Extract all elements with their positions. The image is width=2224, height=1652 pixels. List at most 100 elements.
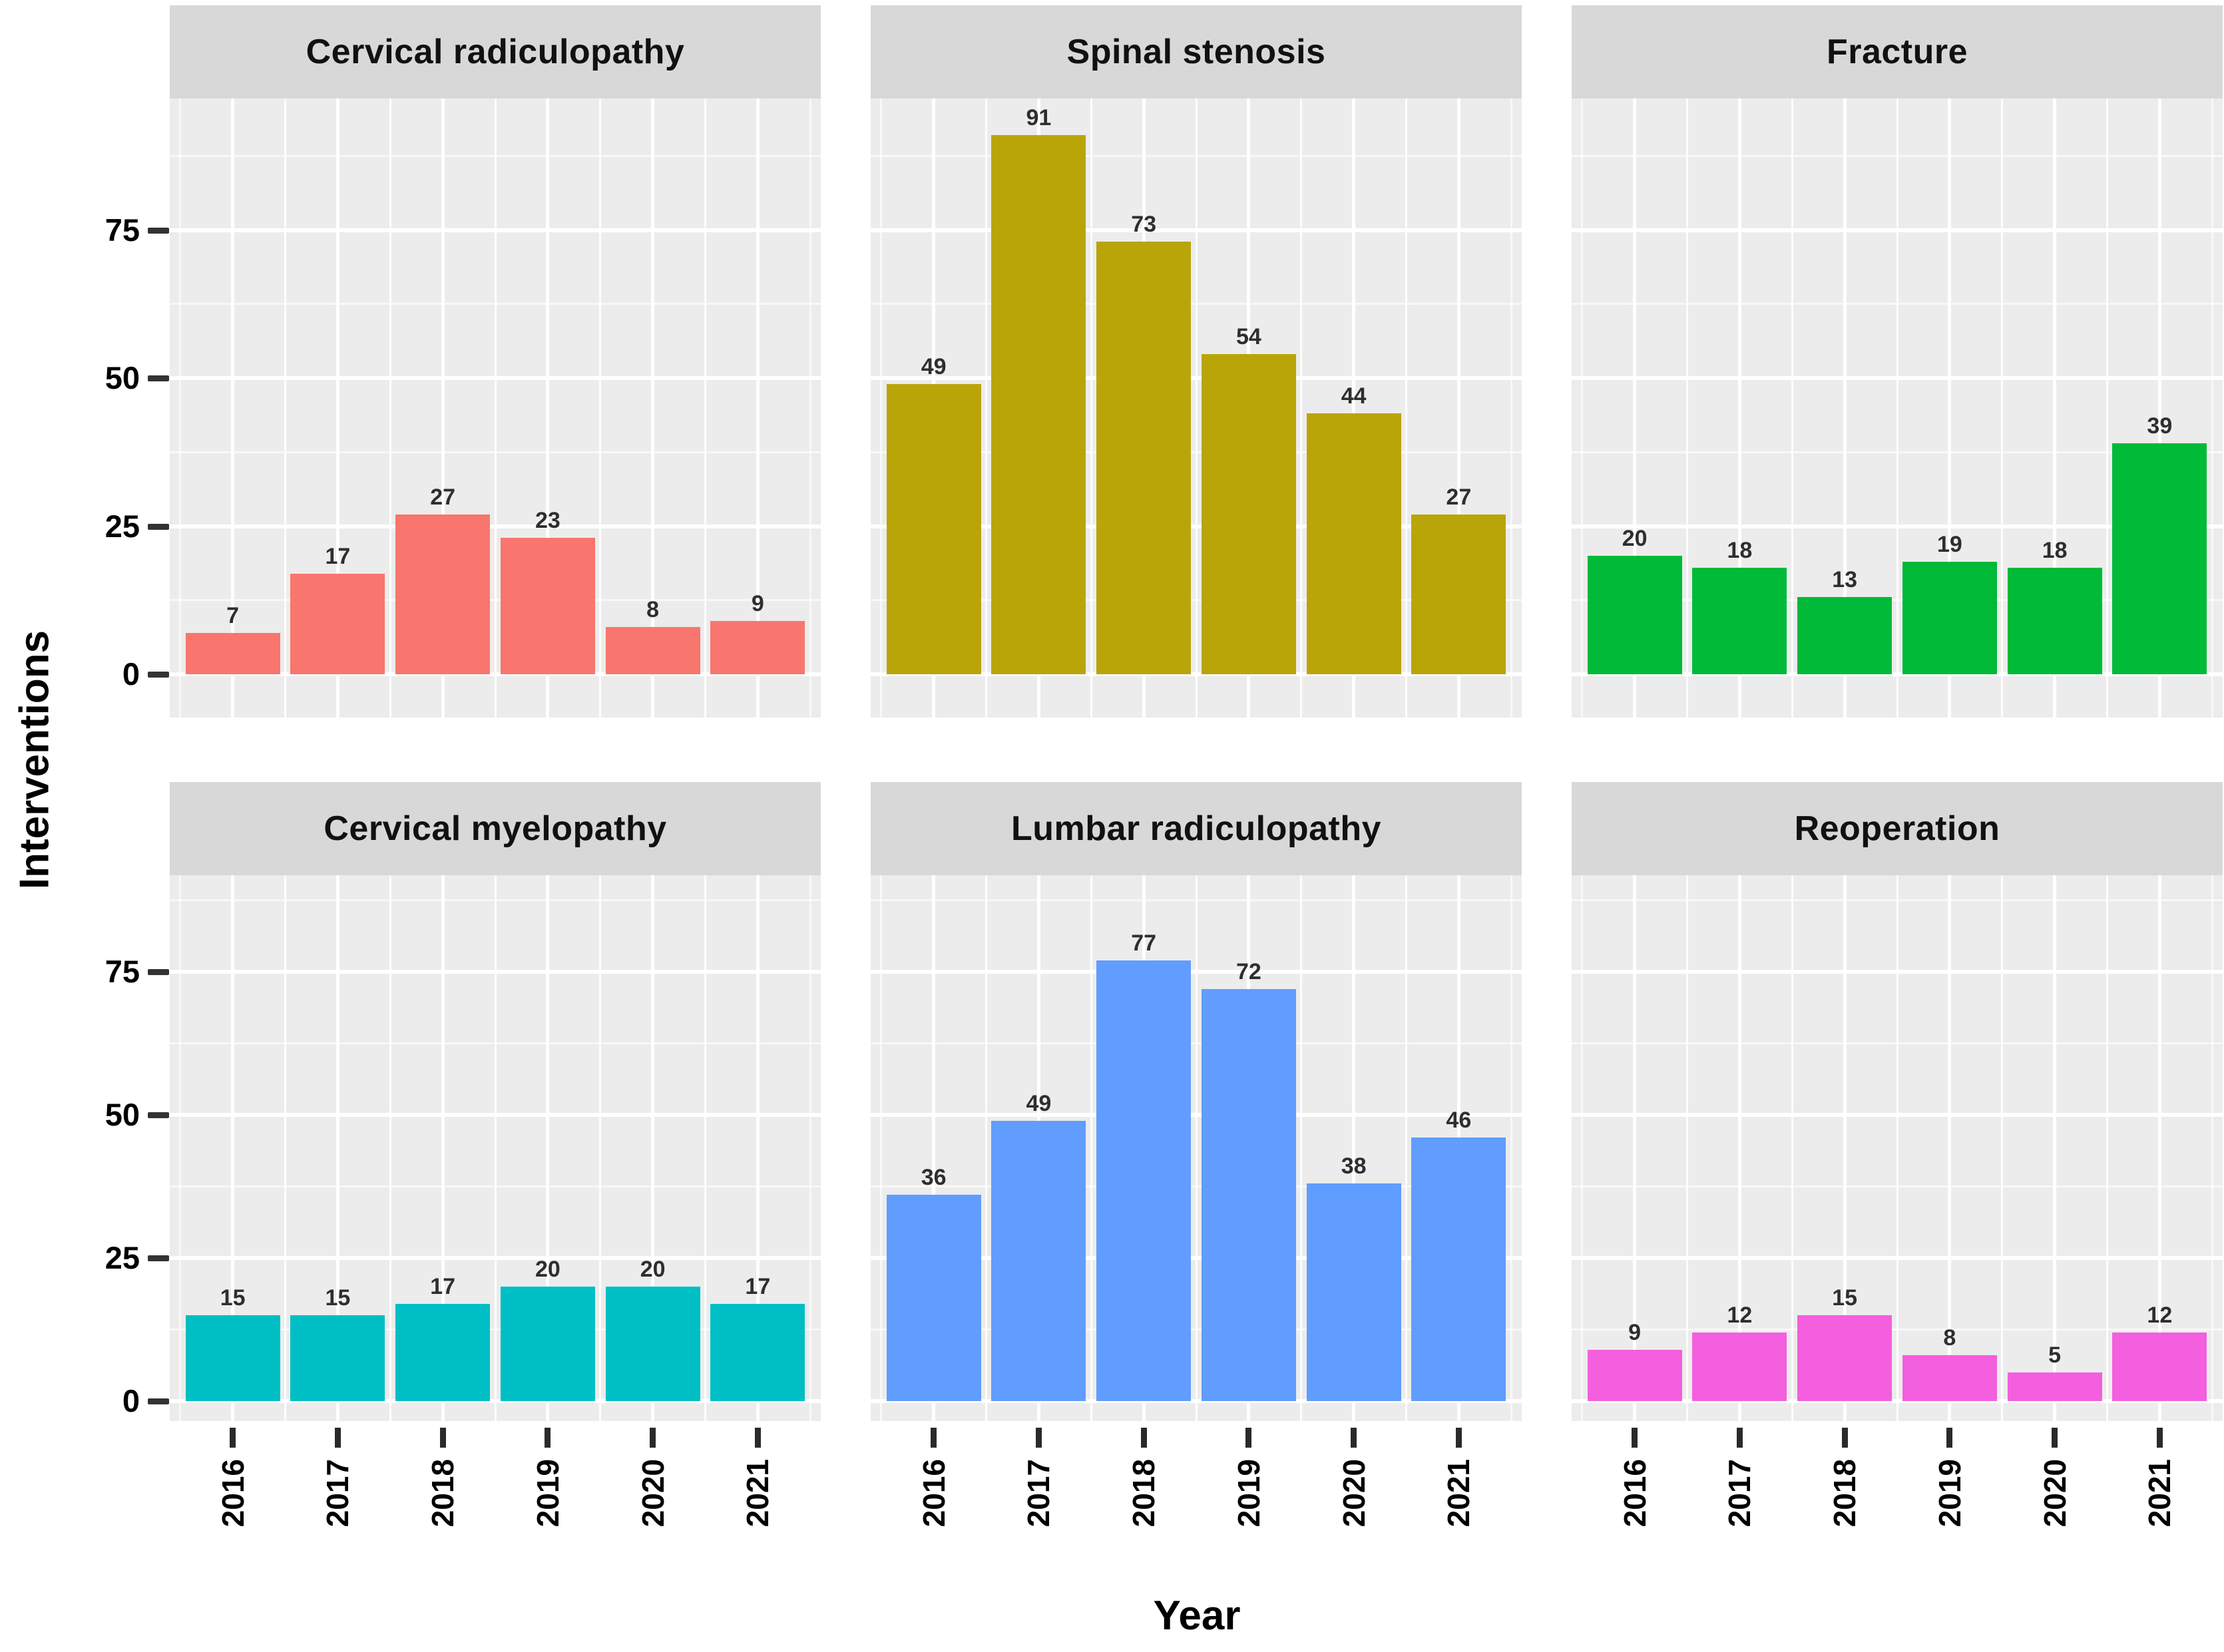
bar-value-label: 9: [751, 590, 764, 616]
x-tick-label-year: 2016: [1617, 1459, 1652, 1528]
gridline-minor-v: [2106, 875, 2108, 1421]
gridline-major-h: [871, 524, 1522, 528]
gridline-minor-h: [1572, 154, 2223, 157]
x-tick-label-year: 2018: [425, 1459, 461, 1528]
bar-value-label: 20: [1622, 526, 1648, 551]
x-tick-label-year: 2018: [1126, 1459, 1162, 1528]
bar: [2007, 567, 2102, 674]
facet-strip: Fracture: [1572, 5, 2223, 99]
bar: [710, 1303, 805, 1401]
bar-value-label: 54: [1235, 324, 1261, 350]
gridline-minor-v: [494, 875, 497, 1421]
bar: [991, 1120, 1086, 1401]
bar-value-label: 27: [430, 484, 456, 510]
bar-value-label: 18: [2042, 537, 2068, 563]
bar-value-label: 12: [2147, 1302, 2173, 1328]
bar-value-label: 44: [1341, 383, 1367, 409]
x-tick-mark: [2156, 1428, 2163, 1448]
bar: [605, 626, 700, 674]
bar: [1096, 242, 1192, 674]
bar-value-label: 8: [1943, 1325, 1956, 1351]
gridline-major-h: [170, 672, 821, 676]
gridline-minor-h: [170, 899, 821, 901]
gridline-minor-v: [1405, 99, 1407, 718]
gridline-minor-v: [880, 99, 883, 718]
gridline-minor-h: [170, 303, 821, 306]
x-tick-label-year: 2020: [635, 1459, 670, 1528]
x-tick-label-year: 2016: [916, 1459, 951, 1528]
bar-value-label: 77: [1131, 930, 1157, 956]
gridline-major-v: [1737, 875, 1741, 1421]
gridline-major-h: [1572, 524, 2223, 528]
gridline-minor-v: [1300, 875, 1303, 1421]
bar-value-label: 9: [1628, 1319, 1642, 1345]
gridline-minor-h: [170, 599, 821, 602]
bar: [1201, 354, 1296, 674]
facet-title: Cervical radiculopathy: [306, 33, 685, 71]
gridline-minor-v: [389, 99, 391, 718]
bar-value-label: 18: [1727, 537, 1753, 563]
y-axis-title: Interventions: [11, 630, 58, 890]
gridline-minor-v: [1405, 875, 1407, 1421]
gridline-minor-v: [179, 875, 182, 1421]
gridline-minor-v: [704, 99, 706, 718]
bar-value-label: 17: [745, 1273, 771, 1299]
y-tick-mark: [148, 969, 169, 975]
bar: [500, 538, 595, 674]
y-tick-mark: [148, 375, 169, 381]
x-tick-label-year: 2019: [530, 1459, 565, 1528]
gridline-major-h: [170, 970, 821, 974]
gridline-minor-h: [871, 1329, 1522, 1331]
gridline-major-h: [170, 1113, 821, 1117]
gridline-minor-v: [599, 875, 602, 1421]
gridline-minor-v: [1300, 99, 1303, 718]
gridline-major-v: [2053, 99, 2057, 718]
y-tick-mark: [148, 1255, 169, 1261]
gridline-minor-h: [871, 303, 1522, 306]
bar: [1201, 988, 1296, 1401]
facet-title: Lumbar radiculopathy: [1010, 809, 1382, 848]
gridline-major-v: [1633, 875, 1637, 1421]
gridline-major-h: [871, 970, 1522, 974]
gridline-major-h: [871, 1399, 1522, 1403]
gridline-minor-h: [871, 1185, 1522, 1187]
gridline-major-h: [1572, 1399, 2223, 1403]
facet-strip: Cervical radiculopathy: [170, 5, 821, 99]
gridline-minor-v: [2106, 99, 2108, 718]
bar-value-label: 5: [2048, 1342, 2062, 1368]
gridline-major-v: [1737, 99, 1741, 718]
bar-value-label: 7: [226, 602, 240, 628]
gridline-minor-h: [1572, 1042, 2223, 1044]
gridline-minor-v: [599, 99, 602, 718]
gridline-major-v: [1633, 99, 1637, 718]
x-tick-label-year: 2017: [1021, 1459, 1056, 1528]
gridline-minor-v: [985, 99, 988, 718]
bar: [710, 620, 805, 674]
bar: [185, 632, 280, 674]
x-tick-label-year: 2017: [320, 1459, 355, 1528]
gridline-minor-v: [284, 875, 287, 1421]
gridline-minor-v: [1791, 99, 1793, 718]
gridline-major-v: [1843, 99, 1847, 718]
gridline-major-h: [170, 228, 821, 232]
x-tick-mark: [1140, 1428, 1147, 1448]
gridline-minor-v: [1510, 99, 1512, 718]
gridline-minor-v: [1510, 875, 1512, 1421]
gridline-major-v: [756, 875, 760, 1421]
y-tick-mark: [148, 1398, 169, 1404]
gridline-major-h: [1572, 1256, 2223, 1260]
gridline-minor-v: [1195, 875, 1198, 1421]
gridline-minor-v: [1581, 875, 1584, 1421]
gridline-major-v: [1843, 875, 1847, 1421]
gridline-major-v: [335, 875, 339, 1421]
facet-panel: 15 15 17 20 20 17: [170, 875, 821, 1421]
gridline-minor-v: [1896, 875, 1898, 1421]
bar: [2007, 1372, 2102, 1401]
gridline-major-v: [231, 99, 235, 718]
bar: [290, 573, 385, 674]
bar: [1692, 1332, 1787, 1401]
x-tick-mark: [1245, 1428, 1252, 1448]
bar-value-label: 72: [1235, 958, 1261, 984]
facet-strip: Spinal stenosis: [871, 5, 1522, 99]
x-tick-mark: [439, 1428, 446, 1448]
